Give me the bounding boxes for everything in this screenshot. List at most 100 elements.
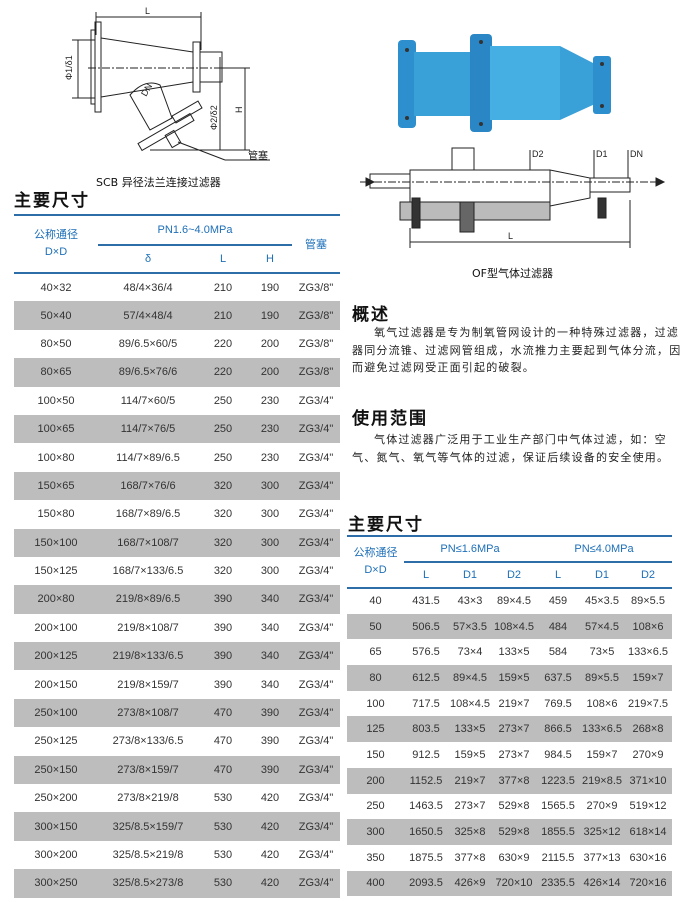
table-cell: 219×8.5 bbox=[580, 767, 624, 794]
table-cell: ZG3/4" bbox=[292, 698, 340, 728]
header-pressure-group: PN1.6~4.0MPa bbox=[98, 215, 292, 246]
table-cell: 168/7×108/7 bbox=[98, 528, 198, 557]
header-delta: δ bbox=[144, 253, 152, 265]
table-cell: 390 bbox=[248, 755, 292, 785]
table-row: 50 506.5 57×3.5 108×4.5 484 57×4.5 108×6 bbox=[347, 613, 672, 640]
table-row: 300×250 325/8.5×273/8 530 420 ZG3/4" bbox=[14, 869, 340, 898]
header-L2: L bbox=[554, 569, 562, 581]
table-cell: 300 bbox=[248, 528, 292, 557]
table-cell: 484 bbox=[536, 613, 580, 640]
table-cell: 325/8.5×273/8 bbox=[98, 869, 198, 898]
table-cell: 340 bbox=[248, 642, 292, 671]
table-cell: 2335.5 bbox=[536, 870, 580, 897]
table-cell: 80 bbox=[347, 665, 404, 691]
left-figure-caption: SCB 异径法兰连接过滤器 bbox=[96, 176, 221, 189]
table-cell: 108×6 bbox=[624, 613, 672, 640]
table-cell: 200 bbox=[248, 358, 292, 387]
table-row: 400 2093.5 426×9 720×10 2335.5 426×14 720×16 bbox=[347, 870, 672, 897]
table-cell: 250×150 bbox=[14, 755, 98, 785]
overview-text: 氧气过滤器是专为制氧管网设计的一种特殊过滤器，过滤器同分流锥、过滤网管组成，水流… bbox=[352, 326, 682, 374]
table-cell: 270×9 bbox=[586, 800, 618, 813]
table-cell: 273×7 bbox=[498, 748, 530, 761]
table-cell: 390 bbox=[198, 642, 248, 671]
table-cell: 340 bbox=[260, 678, 280, 691]
table-cell: ZG3/4" bbox=[292, 414, 340, 444]
table-cell: 530 bbox=[198, 869, 248, 898]
table-row: 250×125 273/8×133/6.5 470 390 ZG3/4" bbox=[14, 727, 340, 755]
table-cell: ZG3/4" bbox=[292, 812, 340, 841]
table-cell: 400 bbox=[347, 870, 404, 897]
table-cell: ZG3/4" bbox=[292, 642, 340, 671]
table-cell: 420 bbox=[248, 869, 292, 898]
scb-filter-drawing: L Φ1/δ1 Φ2/δ2 H DN 管塞 bbox=[64, 6, 270, 162]
table-cell: 1875.5 bbox=[409, 851, 443, 864]
table-cell: 506.5 bbox=[404, 613, 448, 640]
table-cell: 984.5 bbox=[544, 748, 572, 761]
table-cell: ZG3/4" bbox=[298, 394, 334, 407]
table-row: 300×200 325/8.5×219/8 530 420 ZG3/4" bbox=[14, 841, 340, 869]
table-cell: 420 bbox=[260, 792, 280, 805]
right-figure-caption: OF型气体过滤器 bbox=[472, 267, 553, 280]
table-row: 250×200 273/8×219/8 530 420 ZG3/4" bbox=[14, 784, 340, 812]
table-cell: 125 bbox=[347, 716, 404, 743]
table-cell: 390 bbox=[248, 698, 292, 728]
table-cell: ZG3/4" bbox=[298, 621, 334, 634]
table-cell: 219/8×133/6.5 bbox=[98, 642, 198, 671]
header-D1b: D1 bbox=[594, 569, 610, 581]
table-cell: 133×6.5 bbox=[580, 716, 624, 743]
table-cell: 219×7 bbox=[498, 697, 530, 710]
table-cell: 150 bbox=[366, 748, 385, 761]
table-cell: 1152.5 bbox=[404, 767, 448, 794]
table-cell: 459 bbox=[548, 595, 568, 608]
header-nominal: 公称通径 bbox=[34, 229, 78, 241]
table-cell: 390 bbox=[213, 621, 233, 634]
table-cell: 273×7 bbox=[492, 716, 536, 743]
table-cell: 325/8.5×219/8 bbox=[112, 849, 184, 861]
label-L-right: L bbox=[508, 231, 513, 241]
table-cell: 273×7 bbox=[454, 800, 486, 813]
header-dxd-right: D×D bbox=[364, 564, 387, 576]
table-cell: 720×16 bbox=[624, 870, 672, 897]
table-cell: 390 bbox=[260, 735, 280, 748]
table-cell: 133×5 bbox=[498, 646, 530, 659]
table-cell: 200×100 bbox=[34, 621, 78, 634]
table-cell: 219×7 bbox=[448, 767, 492, 794]
table-cell: ZG3/8" bbox=[292, 301, 340, 330]
usage-text: 气体过滤器广泛用于工业生产部门中气体过滤，如：空气、氮气、氧气等气体的过滤，保证… bbox=[352, 433, 670, 464]
table-row: 250×150 273/8×159/7 470 390 ZG3/4" bbox=[14, 755, 340, 785]
table-cell: 470 bbox=[198, 698, 248, 728]
right-table-title: 主要尺寸 bbox=[348, 515, 424, 535]
strainer-branch bbox=[129, 82, 173, 131]
table-row: 40 431.5 43×3 89×4.5 459 45×3.5 89×5.5 bbox=[347, 588, 672, 614]
header-pn16: PN≤1.6MPa bbox=[404, 536, 536, 563]
inlet-flange bbox=[94, 21, 102, 113]
table-cell: 73×4 bbox=[457, 646, 483, 659]
table-cell: 300 bbox=[260, 508, 280, 521]
table-cell: 584 bbox=[548, 646, 568, 659]
table-cell: 2115.5 bbox=[541, 851, 575, 864]
label-DN: DN bbox=[139, 82, 154, 98]
table-cell: 100×50 bbox=[37, 394, 75, 407]
table-cell: 200 bbox=[260, 337, 280, 350]
table-row: 300 1650.5 325×8 529×8 1855.5 325×12 618×14 bbox=[347, 819, 672, 845]
table-cell: 45×3.5 bbox=[585, 595, 619, 608]
table-cell: 273/8×133/6.5 bbox=[112, 735, 184, 748]
table-cell: 219/8×159/7 bbox=[117, 678, 179, 691]
header-D2b: D2 bbox=[640, 569, 656, 581]
table-cell: 230 bbox=[248, 414, 292, 444]
table-cell: 529×8 bbox=[492, 819, 536, 845]
table-cell: ZG3/4" bbox=[298, 735, 334, 748]
table-cell: 89/6.5×60/5 bbox=[118, 337, 178, 350]
table-cell: 48/4×36/4 bbox=[123, 281, 173, 294]
table-cell: 340 bbox=[248, 585, 292, 614]
table-row: 150×65 168/7×76/6 320 300 ZG3/4" bbox=[14, 471, 340, 501]
table-cell: 200×80 bbox=[14, 585, 98, 614]
table-cell: 159×5 bbox=[492, 665, 536, 691]
of-filter-drawing: D2 D1 DN L bbox=[360, 147, 666, 248]
table-row: 100 717.5 108×4.5 219×7 769.5 108×6 219×7.5 bbox=[347, 691, 672, 717]
table-cell: 420 bbox=[248, 812, 292, 841]
table-cell: 866.5 bbox=[536, 716, 580, 743]
table-cell: 133×6.5 bbox=[627, 646, 669, 659]
table-cell: 390 bbox=[213, 678, 233, 691]
table-row: 125 803.5 133×5 273×7 866.5 133×6.5 268×8 bbox=[347, 716, 672, 743]
